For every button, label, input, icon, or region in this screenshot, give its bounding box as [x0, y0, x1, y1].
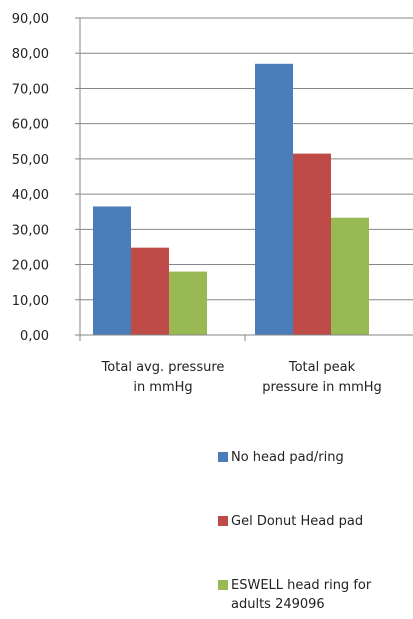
legend-item: ESWELL head ring for adults 249096 [218, 576, 371, 614]
x-category-label: Total avg. pressure in mmHg [101, 360, 225, 395]
y-tick-label: 60,00 [12, 118, 49, 133]
y-tick-label: 10,00 [12, 294, 49, 309]
y-tick-label: 40,00 [12, 188, 49, 203]
y-tick-label: 70,00 [12, 82, 49, 97]
bar [293, 153, 331, 335]
legend-swatch [218, 580, 228, 590]
bar [93, 206, 131, 335]
x-category-label: Total peak pressure in mmHg [262, 360, 382, 395]
legend-label: ESWELL head ring for adults 249096 [231, 578, 372, 612]
legend-label: Gel Donut Head pad [231, 514, 364, 529]
y-tick-label: 0,00 [20, 329, 49, 344]
legend-item: Gel Donut Head pad [218, 512, 363, 531]
axis-labels: 0,00 10,00 20,00 30,00 40,00 50,00 60,00 70,00 8… [12, 12, 382, 395]
legend-item: No head pad/ring [218, 448, 344, 467]
bar [169, 271, 207, 335]
legend-swatch [218, 452, 228, 462]
y-tick-label: 50,00 [12, 153, 49, 168]
bar [331, 217, 369, 335]
y-tick-label: 30,00 [12, 223, 49, 238]
y-tick-label: 80,00 [12, 47, 49, 62]
y-tick-label: 90,00 [12, 12, 49, 27]
y-tick-label: 20,00 [12, 259, 49, 274]
legend-label: No head pad/ring [231, 450, 344, 465]
bar [131, 247, 169, 335]
bar [255, 63, 293, 336]
legend-swatch [218, 516, 228, 526]
bars [93, 63, 369, 336]
axes [75, 17, 413, 341]
